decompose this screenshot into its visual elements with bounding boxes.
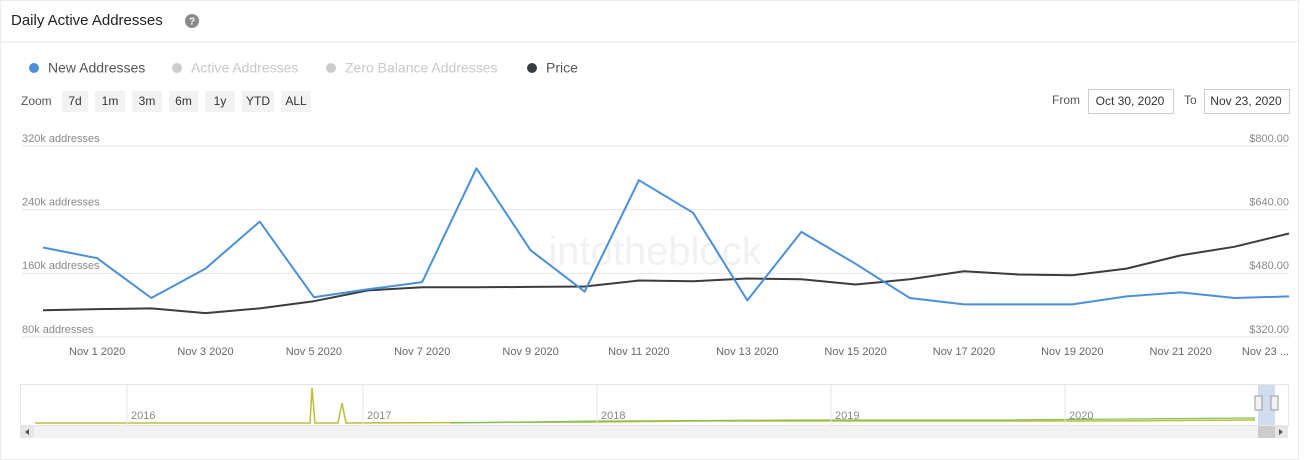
legend-label[interactable]: New Addresses [48,60,145,76]
zoom-button[interactable] [132,91,162,112]
x-tick-label: Nov 1 2020 [69,346,125,358]
navigator-label: 2020 [1069,410,1093,422]
legend-marker[interactable] [29,63,39,73]
zoom-button[interactable] [242,91,274,112]
help-icon-text: ? [189,17,195,28]
legend-marker[interactable] [326,63,336,73]
navigator-line [35,387,1256,424]
y-tick-label: 240k addresses [22,197,100,209]
x-tick-label: Nov 9 2020 [502,346,558,358]
zoom-button[interactable] [95,91,125,112]
x-tick-label: Nov 13 2020 [716,346,778,358]
help-icon[interactable] [185,14,199,28]
scroll-thumb[interactable] [1258,426,1275,438]
to-input[interactable] [1204,89,1290,114]
x-tick-label: Nov 11 2020 [608,346,670,358]
zoom-button-label[interactable]: ALL [285,94,307,108]
x-tick-label: Nov 17 2020 [933,346,995,358]
series-line [42,167,1290,306]
x-tick-label: Nov 23 ... [1242,346,1289,358]
arrow [1279,429,1283,435]
y2-tick-label: $800.00 [1249,133,1289,145]
navigator-line [449,417,1256,424]
zoom-button[interactable] [169,91,198,112]
y2-tick-label: $320.00 [1249,324,1289,336]
zoom-button-label[interactable]: 1m [102,94,119,108]
zoom-button[interactable] [205,91,235,112]
zoom-button-label[interactable]: 3m [139,94,156,108]
watermark: intotheblock [548,230,762,274]
legend-marker[interactable] [172,63,182,73]
legend-marker[interactable] [527,63,537,73]
from-label: From [1052,93,1080,107]
zoom-button-label[interactable]: 7d [68,94,81,108]
scrollbar[interactable] [20,426,1288,438]
zoom-button[interactable] [62,91,88,112]
navigator-label: 2018 [601,410,625,422]
zoom-button-label[interactable]: YTD [246,94,270,108]
navigator-label: 2017 [367,410,391,422]
arrow [25,429,29,435]
to-date: Nov 23, 2020 [1210,94,1282,108]
x-tick-label: Nov 3 2020 [177,346,233,358]
to-label: To [1184,93,1197,107]
y-tick-label: 80k addresses [22,324,94,336]
x-tick-label: Nov 15 2020 [824,346,886,358]
y-tick-label: 160k addresses [22,260,100,272]
navigator[interactable] [20,384,1289,426]
zoom-label: Zoom [21,94,52,108]
navigator-handle[interactable] [1270,395,1279,411]
y2-tick-label: $480.00 [1249,260,1289,272]
from-date: Oct 30, 2020 [1096,94,1165,108]
legend-label[interactable]: Zero Balance Addresses [345,60,498,76]
navigator-label: 2019 [835,410,859,422]
x-tick-label: Nov 21 2020 [1149,346,1211,358]
legend-label[interactable]: Price [546,60,578,76]
x-tick-label: Nov 5 2020 [286,346,342,358]
navigator-handle[interactable] [1254,395,1263,411]
chart-title: Daily Active Addresses [11,12,163,29]
zoom-button-label[interactable]: 6m [175,94,192,108]
y-tick-label: 320k addresses [22,133,100,145]
series-line [42,232,1290,315]
x-tick-label: Nov 19 2020 [1041,346,1103,358]
navigator-selection[interactable] [1258,385,1275,425]
zoom-button[interactable] [281,91,311,112]
x-tick-label: Nov 7 2020 [394,346,450,358]
zoom-button-label[interactable]: 1y [214,94,227,108]
y2-tick-label: $640.00 [1249,197,1289,209]
legend-label[interactable]: Active Addresses [191,60,298,76]
from-input[interactable] [1088,89,1174,114]
navigator-label: 2016 [131,410,155,422]
